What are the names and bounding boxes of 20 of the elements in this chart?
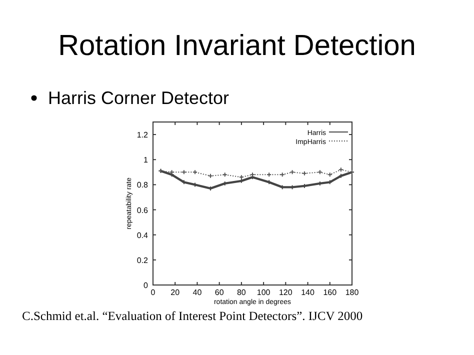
y-tick-label: 0.4 bbox=[136, 230, 149, 240]
y-tick-label: 0.6 bbox=[136, 206, 149, 215]
x-tick-label: 100 bbox=[256, 288, 271, 297]
y-tick-label: 0.8 bbox=[136, 180, 149, 190]
x-tick-label: 0 bbox=[150, 288, 156, 297]
x-tick-label: 40 bbox=[192, 288, 202, 297]
x-tick-label: 140 bbox=[301, 288, 315, 297]
y-tick-label: 1.2 bbox=[136, 130, 149, 140]
x-tick-label: 20 bbox=[170, 288, 180, 297]
x-tick-label: 80 bbox=[236, 288, 246, 297]
x-tick-label: 60 bbox=[214, 288, 224, 297]
y-tick-label: 0.2 bbox=[136, 256, 149, 265]
y-tick-label: 1 bbox=[144, 156, 149, 165]
x-tick-label: 180 bbox=[345, 288, 360, 297]
y-tick-label: 0 bbox=[144, 281, 149, 290]
x-tick-label: 160 bbox=[323, 288, 338, 297]
x-tick-label: 120 bbox=[278, 288, 293, 297]
chart-subtitle: Harris Corner Detector bbox=[48, 88, 230, 108]
text: C.Schmid et.al. “Evaluation of Interest Point Detectors”. IJCV 2000 bbox=[22, 309, 363, 323]
chart-title: Rotation Invariant Detection bbox=[58, 30, 416, 62]
